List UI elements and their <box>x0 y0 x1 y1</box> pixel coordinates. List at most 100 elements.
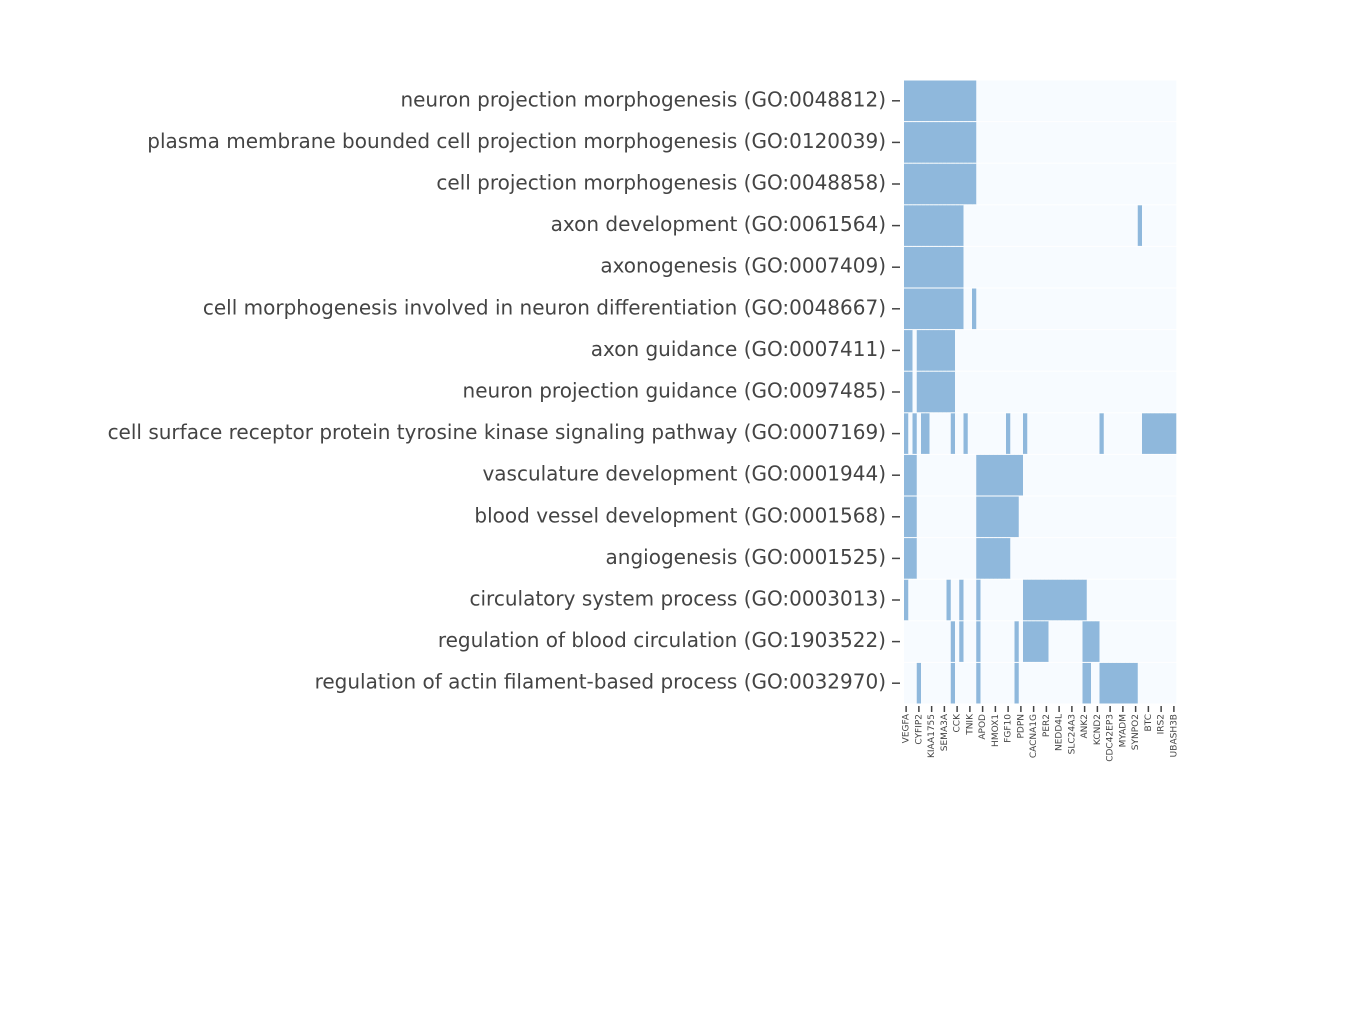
heatmap-cell <box>1048 413 1054 454</box>
heatmap-cell <box>984 163 990 205</box>
heatmap-cell <box>959 163 964 205</box>
heatmap-cell <box>1091 496 1096 538</box>
heatmap-cell <box>1095 579 1100 621</box>
heatmap-cell <box>984 246 990 288</box>
heatmap-cell <box>1014 538 1020 579</box>
heatmap-cell <box>1137 413 1143 454</box>
heatmap-cell <box>1014 163 1020 205</box>
heatmap-cell <box>976 330 981 371</box>
heatmap-cell <box>1023 122 1028 163</box>
heatmap-cell <box>967 122 973 163</box>
heatmap-cell <box>1154 246 1160 288</box>
heatmap-cell <box>1129 413 1134 454</box>
heatmap-cell <box>1133 330 1139 371</box>
heatmap-cell <box>1006 246 1011 288</box>
heatmap-cell <box>1040 122 1045 163</box>
heatmap-cell <box>1154 413 1160 454</box>
heatmap-cell <box>946 330 952 371</box>
heatmap-cell <box>1065 496 1071 538</box>
heatmap-cell <box>912 662 918 704</box>
heatmap-cell <box>1014 330 1020 371</box>
heatmap-cell <box>1125 496 1130 538</box>
heatmap-cell <box>1171 80 1177 122</box>
heatmap-cell <box>925 288 930 330</box>
heatmap-cell <box>1006 80 1011 122</box>
heatmap-cell <box>1074 163 1079 205</box>
heatmap-cell <box>1061 621 1066 662</box>
heatmap-cell <box>1129 371 1134 413</box>
heatmap-cell <box>984 662 990 704</box>
heatmap-cell <box>1048 662 1054 704</box>
heatmap-cell <box>959 246 964 288</box>
heatmap-cell <box>955 496 960 538</box>
y-tick-label: regulation of blood circulation (GO:1903… <box>438 628 886 652</box>
heatmap-cell <box>1065 662 1071 704</box>
heatmap-cell <box>1014 122 1020 163</box>
heatmap-cell <box>950 330 956 371</box>
heatmap-cell <box>1052 80 1058 122</box>
heatmap-cell <box>993 579 998 621</box>
heatmap-cell <box>912 330 918 371</box>
heatmap-cell <box>1044 330 1049 371</box>
heatmap-cell <box>916 288 922 330</box>
heatmap-cell <box>1167 496 1173 538</box>
heatmap-cell <box>1069 80 1075 122</box>
heatmap-cell <box>1146 538 1151 579</box>
heatmap-cell <box>938 163 943 205</box>
heatmap-cell <box>976 413 981 454</box>
heatmap-cell <box>1031 371 1037 413</box>
heatmap-cell <box>912 538 918 579</box>
heatmap-cell <box>1133 80 1139 122</box>
heatmap-cell <box>1086 454 1092 496</box>
heatmap-cell <box>929 246 935 288</box>
heatmap-cell <box>1048 122 1054 163</box>
heatmap-cell <box>1159 205 1164 246</box>
heatmap-cell <box>1078 288 1083 330</box>
heatmap-cell <box>976 662 981 704</box>
heatmap-cell <box>1116 496 1122 538</box>
heatmap-cell <box>976 205 981 246</box>
heatmap-cell <box>1057 205 1062 246</box>
heatmap-cell <box>933 496 939 538</box>
heatmap-cell <box>925 163 930 205</box>
heatmap-cell <box>1142 413 1147 454</box>
heatmap-cell <box>1125 454 1130 496</box>
heatmap-cell <box>1014 621 1020 662</box>
heatmap-cell <box>1061 246 1066 288</box>
y-tick-label: axon development (GO:0061564) <box>551 212 886 236</box>
heatmap-cell <box>1120 579 1126 621</box>
x-tick-label: FGF10 <box>1004 714 1014 743</box>
heatmap-cell <box>976 538 981 579</box>
heatmap-cell <box>950 662 956 704</box>
heatmap-cell <box>1057 122 1062 163</box>
heatmap-cell <box>1120 288 1126 330</box>
heatmap-cell <box>1048 371 1054 413</box>
heatmap-cell <box>993 330 998 371</box>
heatmap-cell <box>921 413 926 454</box>
heatmap-cell <box>1086 496 1092 538</box>
heatmap-cell <box>1082 371 1088 413</box>
heatmap-cell <box>1065 205 1071 246</box>
heatmap-cell <box>1142 538 1147 579</box>
heatmap-cell <box>1159 454 1164 496</box>
heatmap-cell <box>1154 496 1160 538</box>
heatmap-cell <box>997 371 1003 413</box>
heatmap-cell <box>1103 621 1109 662</box>
heatmap-cell <box>963 413 969 454</box>
heatmap-cell <box>1146 80 1151 122</box>
heatmap-cell <box>1167 621 1173 662</box>
heatmap-cell <box>1125 538 1130 579</box>
heatmap-cell <box>972 80 977 122</box>
heatmap-cell <box>1074 579 1079 621</box>
heatmap-cell <box>967 496 973 538</box>
heatmap-cell <box>1018 579 1024 621</box>
heatmap-cell <box>1167 538 1173 579</box>
heatmap-cell <box>1116 163 1122 205</box>
heatmap-cell <box>989 246 994 288</box>
heatmap-cell <box>1150 163 1156 205</box>
heatmap-cell <box>963 454 969 496</box>
heatmap-cell <box>1103 454 1109 496</box>
heatmap-cell <box>912 205 918 246</box>
heatmap-cell <box>980 80 986 122</box>
heatmap-cell <box>993 538 998 579</box>
